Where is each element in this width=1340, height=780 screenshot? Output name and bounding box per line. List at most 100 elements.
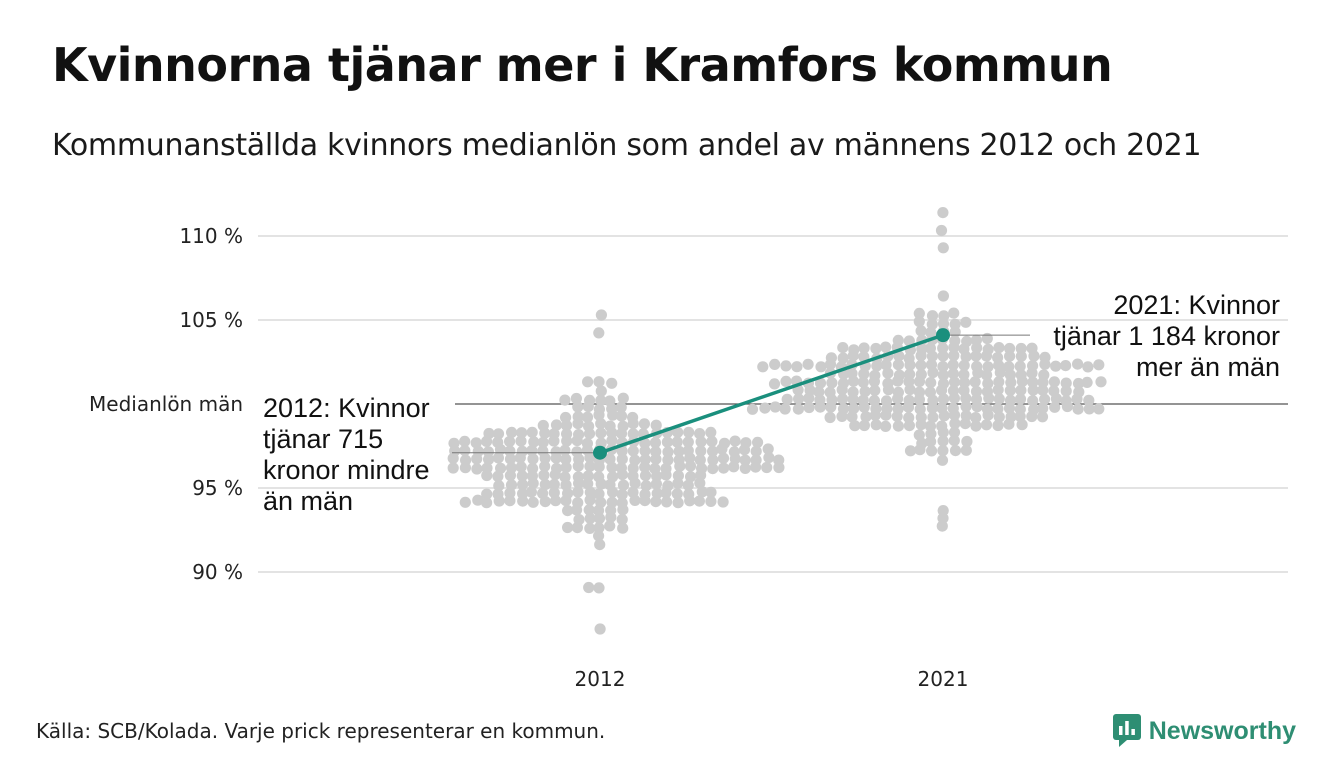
swarm-dot xyxy=(504,435,516,448)
swarm-dot xyxy=(638,418,651,430)
swarm-dot xyxy=(548,428,560,440)
swarm-dot xyxy=(893,350,905,362)
swarm-dot xyxy=(803,392,815,404)
swarm-dot xyxy=(1014,393,1027,405)
swarm-dot xyxy=(595,418,607,430)
swarm-dot xyxy=(505,462,518,474)
swarm-dot xyxy=(604,479,616,491)
swarm-dot xyxy=(913,394,926,406)
swarm-dot xyxy=(606,496,618,508)
swarm-dot xyxy=(1082,361,1094,373)
swarm-dot xyxy=(938,393,950,405)
swarm-dot xyxy=(573,477,585,489)
annotation-2012-line: tjänar 715 xyxy=(263,424,383,454)
swarm-dot xyxy=(924,342,937,354)
swarm-dot xyxy=(1037,402,1049,414)
swarm-dot xyxy=(718,462,730,474)
swarm-dot xyxy=(594,539,606,551)
swarm-dot xyxy=(639,445,651,457)
swarm-dot xyxy=(1050,360,1062,372)
swarm-dot xyxy=(927,411,939,423)
swarm-dot xyxy=(891,410,903,422)
swarm-dot xyxy=(459,496,471,508)
swarm-dot xyxy=(639,461,651,473)
swarm-dot xyxy=(492,428,505,440)
swarm-dot xyxy=(993,359,1005,371)
swarm-dot xyxy=(662,454,674,466)
swarm-dot xyxy=(595,496,607,508)
swarm-dot xyxy=(880,395,893,407)
swarm-dot xyxy=(937,426,949,438)
swarm-dot xyxy=(716,443,728,455)
swarm-dot xyxy=(848,344,860,356)
swarm-dot xyxy=(483,427,495,440)
swarm-dot xyxy=(581,444,594,456)
swarm-dot xyxy=(949,445,962,457)
swarm-dot xyxy=(571,446,583,458)
swarm-dot xyxy=(539,460,551,472)
swarm-dot xyxy=(1014,360,1026,372)
swarm-dot xyxy=(685,471,697,483)
swarm-dot xyxy=(472,445,484,457)
swarm-dot xyxy=(662,446,674,458)
swarm-dot xyxy=(982,343,994,355)
swarm-dot xyxy=(650,446,662,458)
swarm-dot xyxy=(572,497,584,509)
swarm-dot xyxy=(593,530,605,542)
swarm-dot xyxy=(814,377,827,389)
swarm-dot xyxy=(593,409,605,421)
swarm-dot xyxy=(617,392,629,404)
swarm-dot xyxy=(604,395,616,407)
annotation-2012-line: 2012: Kvinnor xyxy=(263,393,430,423)
swarm-dot xyxy=(538,469,550,481)
swarm-dot xyxy=(1037,376,1049,388)
swarm-dot xyxy=(593,522,605,534)
swarm-dot xyxy=(937,361,949,373)
swarm-dot xyxy=(717,496,729,508)
y-tick-label: 95 % xyxy=(192,476,243,500)
swarm-dot xyxy=(871,360,883,372)
swarm-dot xyxy=(1072,358,1084,370)
swarm-dot xyxy=(961,435,973,448)
swarm-dot xyxy=(537,445,549,457)
swarm-dot xyxy=(763,452,775,464)
swarm-dot xyxy=(937,290,950,302)
swarm-dot xyxy=(595,394,607,406)
swarm-dot xyxy=(869,409,881,421)
swarm-dot xyxy=(750,445,762,457)
swarm-dot xyxy=(506,426,518,438)
swarm-dot xyxy=(880,409,892,421)
swarm-dot xyxy=(949,326,961,338)
swarm-dot xyxy=(674,460,686,472)
swarm-dot xyxy=(958,359,970,371)
brand[interactable]: Newsworthy xyxy=(1112,714,1296,748)
swarm-dot xyxy=(837,342,849,354)
swarm-dot xyxy=(705,486,717,498)
swarm-dot xyxy=(515,461,527,473)
highlight-layer xyxy=(452,328,1030,460)
swarm-dot xyxy=(937,242,949,254)
swarm-dot xyxy=(1027,384,1039,396)
swarm-dot xyxy=(849,420,861,432)
swarm-dot xyxy=(913,307,925,319)
swarm-dot xyxy=(1027,395,1039,407)
annotation-2021-line: 2021: Kvinnor xyxy=(1113,290,1280,320)
swarm-dot xyxy=(960,316,972,328)
swarm-dot xyxy=(769,401,781,413)
swarm-dot xyxy=(880,341,892,353)
swarm-dot xyxy=(581,411,594,423)
swarm-dot xyxy=(707,463,719,475)
swarm-dot xyxy=(992,403,1004,415)
swarm-dot xyxy=(682,445,694,457)
swarm-dot xyxy=(773,461,785,474)
swarm-dot xyxy=(892,375,904,387)
newsworthy-logo-icon xyxy=(1112,714,1141,747)
annotation-2021: 2021: Kvinnor tjänar 1 184 kronor mer än m… xyxy=(1053,290,1280,382)
swarm-dot xyxy=(868,375,881,388)
swarm-dot xyxy=(1081,376,1093,388)
swarm-dot xyxy=(936,454,949,466)
swarm-dot xyxy=(504,495,516,507)
swarm-dot xyxy=(1083,394,1095,406)
swarm-dot xyxy=(914,444,926,456)
swarm-dot xyxy=(493,495,505,507)
